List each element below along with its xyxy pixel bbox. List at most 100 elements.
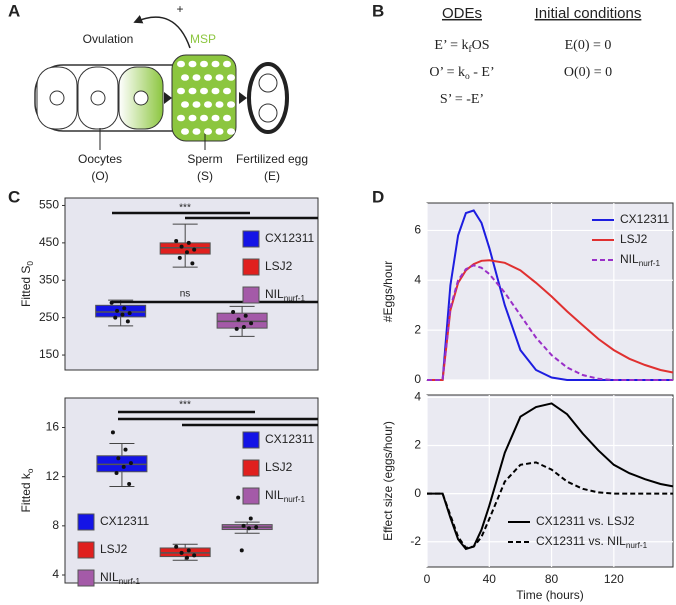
panel-label: A	[8, 1, 20, 20]
initial-condition: E(0) = 0	[565, 38, 612, 53]
sperm-cell	[215, 128, 224, 135]
node-symbol: (S)	[197, 169, 213, 183]
data-point	[127, 311, 132, 316]
legend-label: CX12311	[100, 514, 149, 528]
sperm-cell	[215, 101, 224, 108]
legend-label: NILnurf-1	[265, 287, 305, 303]
legend-label: NILnurf-1	[265, 488, 305, 504]
sperm-cell	[188, 114, 197, 122]
y-axis-label: Fitted S0	[19, 261, 35, 307]
spermatheca	[171, 54, 237, 142]
y-tick-label: 450	[39, 235, 59, 249]
egg-nucleus	[258, 73, 278, 93]
series-line	[427, 461, 673, 549]
y-tick-label: 8	[52, 518, 59, 532]
sperm-cell	[223, 87, 231, 95]
data-point	[186, 548, 191, 553]
data-point	[114, 470, 119, 475]
nucleus	[90, 90, 106, 106]
sperm-cell	[192, 101, 201, 108]
data-point	[254, 525, 259, 530]
legend-swatch	[77, 541, 95, 559]
data-point	[241, 325, 246, 329]
sperm-cell	[177, 114, 185, 122]
sperm-cell	[200, 114, 208, 122]
sperm-cell	[204, 128, 212, 135]
data-point	[248, 516, 253, 521]
data-point	[128, 461, 133, 466]
x-tick-label: 0	[424, 572, 431, 586]
legend-label-sub: nurf-1	[284, 294, 306, 303]
data-point	[115, 308, 120, 313]
y-tick-label: 4	[52, 567, 59, 581]
data-point	[122, 306, 127, 311]
ode: O’ = ko - E’	[429, 65, 494, 82]
y-axis-label: #Eggs/hour	[381, 261, 395, 322]
data-point	[249, 321, 254, 326]
legend-label-main: CX12311 vs. NIL	[536, 534, 626, 548]
legend-label-main: NIL	[265, 287, 284, 301]
legend-label: LSJ2	[265, 460, 293, 474]
plot-area	[64, 197, 319, 371]
y-tick-label: 4	[414, 390, 421, 404]
data-point	[192, 553, 197, 558]
sperm-cell	[181, 128, 189, 135]
y-tick-label: -2	[410, 534, 421, 548]
y-axis-label-main: Fitted k	[19, 472, 33, 512]
series-line	[427, 264, 673, 381]
sperm-cell	[215, 74, 224, 81]
panel-label: B	[372, 1, 384, 20]
data-point	[236, 317, 241, 322]
y-axis-label-main: Fitted S	[19, 266, 33, 307]
y-tick-label: 250	[39, 310, 59, 324]
sperm-cell	[200, 60, 208, 68]
ode-main: O’ = k	[429, 65, 465, 80]
sperm-cell	[204, 101, 212, 108]
data-point	[231, 310, 236, 315]
plot-area	[426, 202, 674, 381]
sperm-cell	[181, 101, 189, 108]
y-tick-label: 6	[414, 223, 421, 237]
legend-swatch	[242, 487, 260, 505]
ode-sub: f	[469, 44, 473, 55]
data-point	[179, 550, 184, 555]
y-tick-label: 4	[414, 272, 421, 286]
legend-label-sub: nurf-1	[639, 259, 661, 268]
sperm-cell	[227, 101, 235, 108]
legend-label: CX12311	[620, 212, 669, 226]
data-point	[120, 312, 125, 317]
y-axis-label: Effect size (eggs/hour)	[381, 421, 395, 541]
sperm-cell	[177, 87, 185, 95]
series-line	[427, 259, 674, 381]
initial-condition: O(0) = 0	[564, 65, 612, 80]
y-tick-label: 350	[39, 272, 59, 286]
data-point	[241, 523, 246, 528]
plot-area	[426, 394, 674, 568]
node-label: Oocytes	[78, 152, 122, 166]
y-tick-label: 150	[39, 347, 59, 361]
ovulation-label: Ovulation	[83, 32, 134, 46]
y-axis-label-sub: 0	[26, 261, 35, 266]
sperm-cell	[192, 74, 201, 81]
data-point	[174, 544, 179, 549]
sperm-cell	[181, 74, 189, 81]
sperm-cell	[177, 60, 185, 68]
data-point	[192, 247, 197, 252]
data-point	[186, 240, 191, 245]
legend-swatch	[242, 286, 260, 304]
y-tick-label: 2	[414, 322, 421, 336]
node-label: Fertilized egg	[236, 152, 308, 166]
data-point	[177, 255, 182, 260]
data-point	[125, 319, 130, 324]
data-point	[246, 526, 251, 531]
gonad-diagram: Ovulation + MSP Oocytes (O) Sperm (S) Fe…	[34, 2, 308, 183]
legend-label-sub: nurf-1	[626, 541, 648, 550]
x-tick-label: 120	[604, 572, 624, 586]
box	[95, 304, 147, 318]
plus-label: +	[176, 2, 183, 16]
legend-label: LSJ2	[265, 259, 293, 273]
legend-label: NILnurf-1	[100, 570, 140, 586]
ode: S’ = -E’	[440, 92, 484, 107]
legend-label: CX12311	[265, 432, 314, 446]
